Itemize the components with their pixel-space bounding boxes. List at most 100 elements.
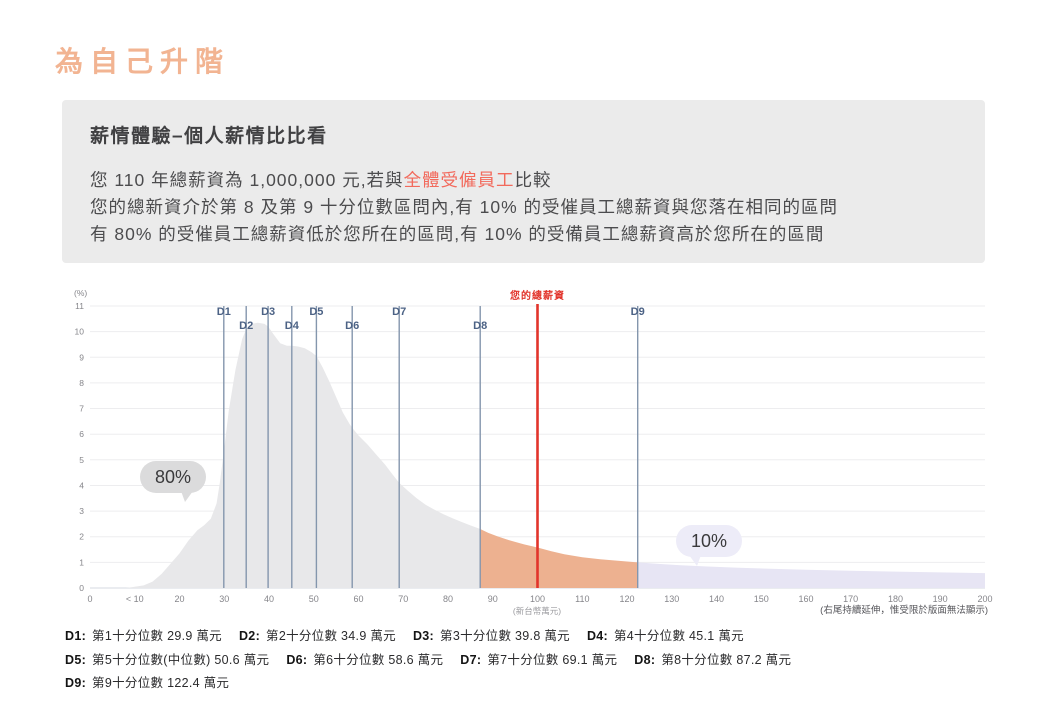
info-line1-highlight: 全體受僱員工 [403, 170, 515, 190]
decile-label-d8: D8 [473, 320, 487, 332]
x-tick-label: 170 [843, 594, 858, 604]
salary-distribution-chart: D1 D2 D3 D4 D5 D6 D7 D8 D9 您的總薪資 0 1 2 3 4 5 6 7 8 9 10 11 (… [74, 288, 993, 616]
legend-key: D7: [460, 652, 482, 667]
legend-row: D9: 第9十分位數 122.4 萬元 [65, 672, 808, 691]
decile-lines: D1 D2 D3 D4 D5 D6 D7 D8 D9 [217, 306, 645, 588]
legend-item-d3: D3: 第3十分位數 39.8 萬元 [413, 629, 570, 643]
decile-label-d6: D6 [345, 320, 359, 332]
callout-10-percent: 10% [676, 525, 743, 566]
your-salary-line: 您的總薪資 [510, 289, 565, 588]
x-tick-label: 180 [888, 594, 903, 604]
x-tick-label: 200 [977, 594, 992, 604]
x-tick-label: 120 [619, 594, 634, 604]
decile-label-d3: D3 [261, 306, 275, 318]
callout-10-text: 10% [691, 531, 728, 551]
your-salary-label: 您的總薪資 [510, 289, 565, 302]
legend-key: D2: [238, 629, 261, 643]
decile-label-d4: D4 [285, 320, 300, 332]
y-tick-label: 4 [79, 481, 84, 491]
legend-item-d6: D6: 第6十分位數 58.6 萬元 [286, 653, 443, 667]
decile-label-d1: D1 [217, 306, 231, 318]
legend-text: 第8十分位數 87.2 萬元 [661, 652, 792, 667]
x-tick-label: 110 [575, 594, 589, 604]
x-tick-label: 40 [264, 594, 274, 604]
legend-item-d8: D8: 第8十分位數 87.2 萬元 [634, 653, 791, 667]
x-tick-label: 70 [398, 594, 408, 604]
x-tick-label: 150 [754, 594, 769, 604]
y-axis-unit-label: (%) [74, 288, 87, 298]
distribution-area-below-d8 [90, 322, 481, 588]
legend-text: 第1十分位數 29.9 萬元 [92, 629, 222, 643]
x-tick-label: 100 [530, 594, 545, 604]
decile-label-d9: D9 [631, 306, 645, 318]
legend-key: D9: [65, 676, 87, 690]
y-tick-label: 6 [79, 429, 84, 439]
x-tick-label: 50 [309, 594, 319, 604]
x-tick-label: 0 [87, 594, 92, 604]
legend-text: 第9十分位數 122.4 萬元 [92, 676, 230, 690]
callout-80-text: 80% [155, 467, 192, 487]
legend-text: 第3十分位數 39.8 萬元 [440, 629, 570, 643]
legend-key: D3: [412, 629, 435, 643]
x-tick-label: 190 [933, 594, 948, 604]
y-tick-label: 3 [79, 506, 84, 516]
info-line-3: 有 80% 的受催員工總薪資低於您所在的區問,有 10% 的受備員工總薪資高於您… [90, 224, 825, 244]
x-tick-label: 130 [664, 594, 679, 604]
info-heading: 薪情體驗–個人薪情比比看 [90, 126, 328, 147]
y-tick-label: 10 [75, 327, 85, 337]
y-tick-label: 8 [79, 378, 84, 388]
distribution-area-above-d9 [637, 562, 985, 588]
x-tick-label: 60 [353, 594, 363, 604]
legend-row: D5: 第5十分位數(中位數) 50.6 萬元 D6: 第6十分位數 58.6 萬元 D… [65, 649, 808, 668]
legend-item-d2: D2: 第2十分位數 34.9 萬元 [239, 629, 396, 643]
legend-key: D8: [634, 652, 656, 667]
legend-key: D5: [65, 652, 87, 667]
legend-text: 第2十分位數 34.9 萬元 [266, 629, 396, 643]
decile-label-d5: D5 [309, 306, 323, 318]
x-tick-label: 140 [709, 594, 724, 604]
legend-text: 第7十分位數 69.1 萬元 [487, 652, 618, 667]
right-tail-note: (右尾持續延伸，惟受限於版面無法顯示) [820, 604, 988, 616]
legend-key: D1: [65, 629, 87, 643]
callout-80-percent: 80% [140, 461, 207, 502]
distribution-area-d8-to-d9 [480, 529, 638, 588]
decile-legend: D1: 第1十分位數 29.9 萬元 D2: 第2十分位數 34.9 萬元 D3: 第3十… [65, 625, 808, 696]
legend-key: D6: [286, 652, 308, 667]
legend-text: 第5十分位數(中位數) 50.6 萬元 [92, 652, 270, 667]
y-tick-label: 2 [79, 532, 84, 542]
x-tick-label: 80 [443, 594, 453, 604]
y-tick-label: 0 [79, 583, 84, 593]
info-line-2: 您的總新資介於第 8 及第 9 十分位數區問內,有 10% 的受催員工總薪資與您… [90, 197, 839, 217]
legend-text: 第6十分位數 58.6 萬元 [313, 652, 444, 667]
distribution-areas [90, 322, 985, 588]
y-tick-label: 5 [79, 455, 84, 465]
legend-row: D1: 第1十分位數 29.9 萬元 D2: 第2十分位數 34.9 萬元 D3: 第3十… [65, 625, 808, 644]
y-tick-label: 7 [79, 404, 84, 414]
decile-label-d2: D2 [239, 320, 253, 332]
legend-item-d7: D7: 第7十分位數 69.1 萬元 [460, 653, 617, 667]
info-body: 您 110 年總薪資為 1,000,000 元,若與全體受僱員工比較 您的總新資… [90, 167, 975, 248]
x-tick-label: 90 [488, 594, 498, 604]
legend-text: 第4十分位數 45.1 萬元 [614, 629, 744, 643]
x-tick-label: 160 [798, 594, 813, 604]
x-tick-label: < 10 [126, 594, 144, 604]
info-line-1: 您 110 年總薪資為 1,000,000 元,若與全體受僱員工比較 [90, 167, 975, 194]
info-line1-post: 比較 [514, 170, 552, 190]
y-tick-label: 9 [79, 352, 84, 362]
legend-item-d9: D9: 第9十分位數 122.4 萬元 [65, 676, 229, 690]
legend-key: D4: [586, 629, 608, 643]
x-tick-label: 20 [174, 594, 184, 604]
x-tick-label: 30 [219, 594, 229, 604]
legend-item-d1: D1: 第1十分位數 29.9 萬元 [65, 629, 222, 643]
legend-item-d5: D5: 第5十分位數(中位數) 50.6 萬元 [65, 653, 269, 667]
page-title: 為自己升階 [55, 46, 231, 77]
legend-item-d4: D4: 第4十分位數 45.1 萬元 [587, 629, 744, 643]
y-tick-label: 1 [79, 557, 84, 567]
axis-labels: 0 1 2 3 4 5 6 7 8 9 10 11 (%) 0 < 10 20 30 40 50 60 70 80 90 10… [74, 288, 993, 616]
salary-info-box: 薪情體驗–個人薪情比比看 您 110 年總薪資為 1,000,000 元,若與全… [62, 100, 985, 263]
info-line1-pre: 您 110 年總薪資為 1,000,000 元,若與 [90, 170, 404, 190]
decile-label-d7: D7 [392, 306, 406, 318]
x-axis-unit-label: (新台幣萬元) [513, 606, 561, 616]
y-tick-label: 11 [75, 301, 84, 311]
